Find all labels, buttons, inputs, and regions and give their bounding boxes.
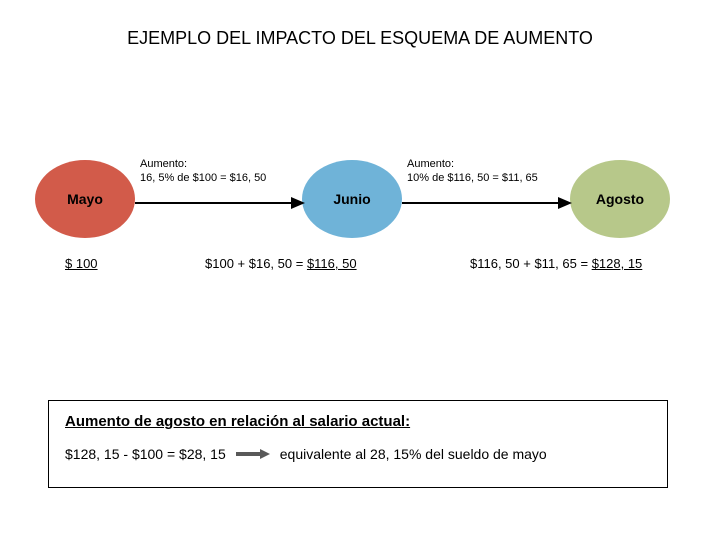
annotation-line: 10% de $116, 50 = $11, 65 xyxy=(407,172,538,186)
annotation-line: 16, 5% de $100 = $16, 50 xyxy=(140,172,266,186)
equation-result: $116, 50 xyxy=(307,256,357,271)
arrow-mayo-junio xyxy=(135,196,305,210)
summary-title: Aumento de agosto en relación al salario… xyxy=(65,413,651,430)
equation-prefix: $100 + $16, 50 = xyxy=(205,256,307,271)
page-title: EJEMPLO DEL IMPACTO DEL ESQUEMA DE AUMEN… xyxy=(0,28,720,49)
summary-right: equivalente al 28, 15% del sueldo de may… xyxy=(280,446,547,462)
equation-result: $128, 15 xyxy=(592,256,643,271)
annotation-line: Aumento: xyxy=(407,158,538,172)
summary-left: $128, 15 - $100 = $28, 15 xyxy=(65,446,226,462)
summary-line: $128, 15 - $100 = $28, 15 equivalente al… xyxy=(65,446,651,462)
equation-prefix: $116, 50 + $11, 65 = xyxy=(470,256,592,271)
ellipse-junio-label: Junio xyxy=(333,191,370,207)
equation-agosto: $116, 50 + $11, 65 = $128, 15 xyxy=(470,256,642,271)
mayo-amount: $ 100 xyxy=(65,256,98,271)
annotation-junio-agosto: Aumento: 10% de $116, 50 = $11, 65 xyxy=(407,158,538,186)
annotation-line: Aumento: xyxy=(140,158,266,172)
page: EJEMPLO DEL IMPACTO DEL ESQUEMA DE AUMEN… xyxy=(0,0,720,540)
arrow-junio-agosto xyxy=(402,196,572,210)
ellipse-agosto-label: Agosto xyxy=(596,191,644,207)
summary-box: Aumento de agosto en relación al salario… xyxy=(48,400,668,488)
ellipse-mayo-label: Mayo xyxy=(67,191,103,207)
equation-junio: $100 + $16, 50 = $116, 50 xyxy=(205,256,357,271)
annotation-mayo-junio: Aumento: 16, 5% de $100 = $16, 50 xyxy=(140,158,266,186)
arrow-icon xyxy=(236,449,270,459)
